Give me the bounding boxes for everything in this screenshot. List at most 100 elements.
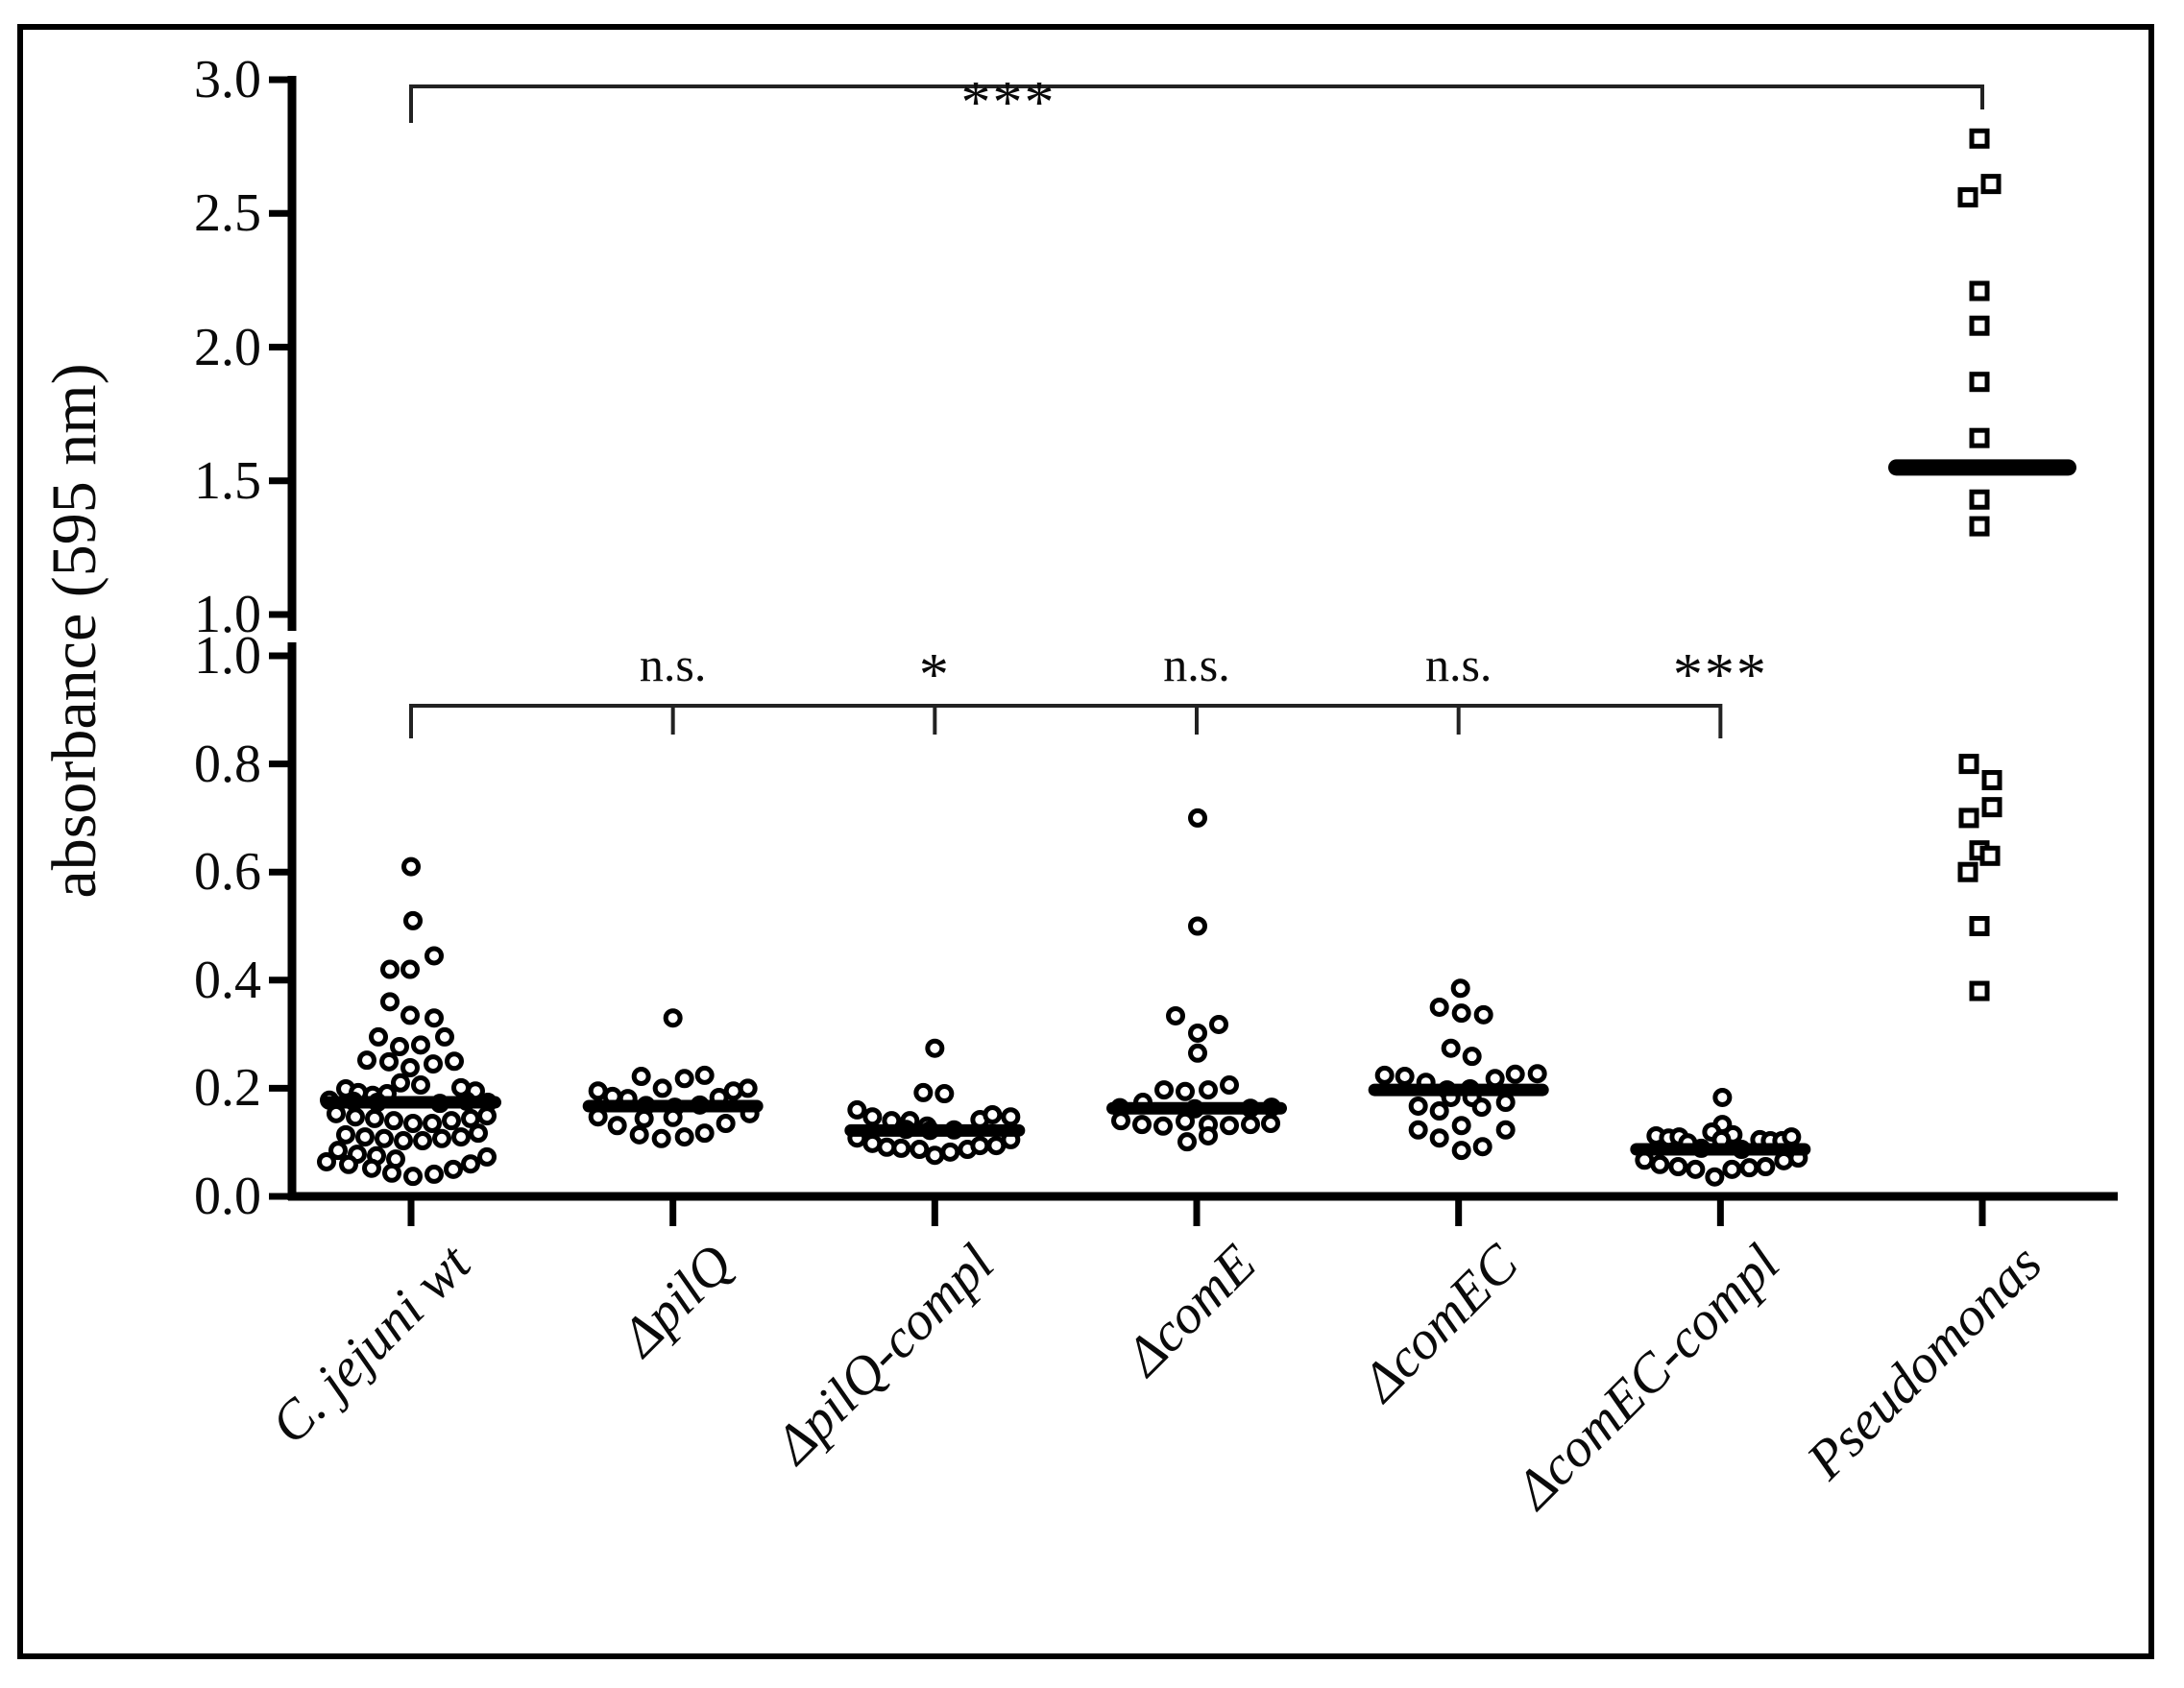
data-point-circle	[1472, 1137, 1492, 1157]
data-point-circle	[375, 1128, 394, 1148]
data-point-circle	[925, 1038, 945, 1058]
data-point-circle	[390, 1037, 409, 1057]
median-bar	[582, 1099, 764, 1113]
data-point-circle	[738, 1078, 758, 1098]
data-point-circle	[940, 1142, 960, 1162]
data-point-circle	[1774, 1150, 1794, 1170]
data-point-circle	[1722, 1159, 1742, 1179]
data-point-circle	[1782, 1127, 1802, 1147]
data-point-circle	[629, 1124, 649, 1145]
data-point-circle	[1450, 978, 1470, 999]
data-point-circle	[1241, 1115, 1261, 1135]
data-point-circle	[400, 1058, 420, 1078]
y-tick-label-upper: 1.0	[194, 585, 261, 644]
data-point-circle	[1756, 1157, 1776, 1177]
data-point-circle	[444, 1159, 463, 1179]
data-point-square	[1981, 769, 2002, 790]
data-point-circle	[411, 1075, 430, 1096]
median-bar	[1888, 459, 2077, 476]
data-point-circle	[336, 1124, 355, 1145]
data-point-square	[1957, 187, 1978, 208]
data-point-circle	[425, 1008, 444, 1028]
data-point-circle	[1505, 1064, 1525, 1084]
top-significance-bracket	[409, 84, 1985, 123]
data-point-circle	[631, 1067, 651, 1087]
data-point-square	[1969, 372, 1990, 393]
lower-significance-bracket	[409, 704, 1723, 738]
data-point-circle	[891, 1138, 911, 1158]
data-point-circle	[1188, 1043, 1208, 1063]
data-point-circle	[1374, 1065, 1395, 1085]
data-point-circle	[469, 1123, 488, 1144]
data-point-circle	[1261, 1113, 1281, 1133]
lower-bracket-significance-label: *	[918, 642, 951, 708]
data-point-square	[1979, 845, 2001, 866]
data-point-circle	[910, 1140, 930, 1160]
data-point-square	[1969, 489, 1990, 510]
lower-bracket-significance-label: n.s.	[1424, 638, 1492, 691]
data-point-circle	[847, 1099, 867, 1120]
data-point-circle	[1712, 1087, 1733, 1107]
data-point-circle	[403, 910, 423, 930]
data-point-circle	[382, 1163, 401, 1183]
data-point-circle	[652, 1078, 672, 1098]
data-point-circle	[607, 1116, 627, 1136]
figure-border	[17, 24, 2154, 1659]
data-point-circle	[934, 1084, 955, 1104]
data-point-circle	[663, 1107, 683, 1127]
data-point-circle	[1188, 808, 1208, 828]
data-point-circle	[461, 1108, 480, 1128]
data-point-circle	[1495, 1093, 1516, 1113]
data-point-circle	[1220, 1116, 1240, 1136]
data-point-circle	[425, 946, 444, 966]
y-tick-label-lower: 0.2	[194, 1058, 261, 1119]
data-point-circle	[663, 1008, 683, 1028]
median-bar	[1368, 1083, 1549, 1097]
data-point-circle	[346, 1107, 365, 1127]
data-point-circle	[451, 1127, 471, 1147]
data-point-circle	[1739, 1158, 1759, 1178]
data-point-square	[1969, 427, 1990, 448]
lower-bracket-significance-label: n.s.	[1163, 638, 1230, 691]
data-point-circle	[1668, 1157, 1688, 1177]
data-point-circle	[1527, 1064, 1547, 1084]
data-point-circle	[1485, 1069, 1505, 1089]
data-point-circle	[394, 1131, 413, 1151]
data-point-square	[1958, 808, 1979, 829]
data-point-circle	[401, 856, 421, 877]
y-tick-label-upper: 3.0	[194, 50, 261, 109]
data-point-circle	[694, 1123, 715, 1144]
median-bar	[844, 1123, 1026, 1137]
y-tick-label-lower: 0.4	[194, 950, 261, 1010]
data-point-circle	[651, 1128, 671, 1148]
data-point-circle	[1451, 1003, 1471, 1024]
data-point-circle	[694, 1065, 715, 1085]
top-bracket-significance-label: ***	[960, 70, 1056, 135]
data-point-square	[1969, 280, 1990, 301]
data-point-circle	[423, 1113, 442, 1133]
data-point-circle	[1154, 1080, 1175, 1100]
data-point-square	[1958, 754, 1979, 775]
data-point-circle	[634, 1108, 654, 1128]
data-point-circle	[1176, 1081, 1196, 1101]
data-point-circle	[1132, 1115, 1153, 1135]
data-point-circle	[674, 1127, 694, 1147]
data-point-square	[1969, 128, 1990, 149]
data-point-circle	[317, 1151, 336, 1171]
data-point-circle	[1199, 1080, 1219, 1100]
data-point-circle	[1188, 1023, 1208, 1043]
data-point-circle	[442, 1111, 461, 1131]
data-point-circle	[1451, 1116, 1471, 1136]
data-point-circle	[1177, 1132, 1198, 1152]
data-point-circle	[379, 1051, 399, 1072]
data-point-circle	[1650, 1154, 1670, 1174]
data-point-circle	[369, 1026, 388, 1047]
data-point-circle	[983, 1104, 1003, 1124]
data-point-circle	[1429, 1101, 1449, 1121]
data-point-circle	[425, 1164, 444, 1184]
data-point-circle	[355, 1127, 375, 1147]
data-point-circle	[1471, 1097, 1492, 1118]
data-point-circle	[461, 1154, 480, 1174]
y-tick-label-upper: 1.5	[194, 450, 261, 511]
